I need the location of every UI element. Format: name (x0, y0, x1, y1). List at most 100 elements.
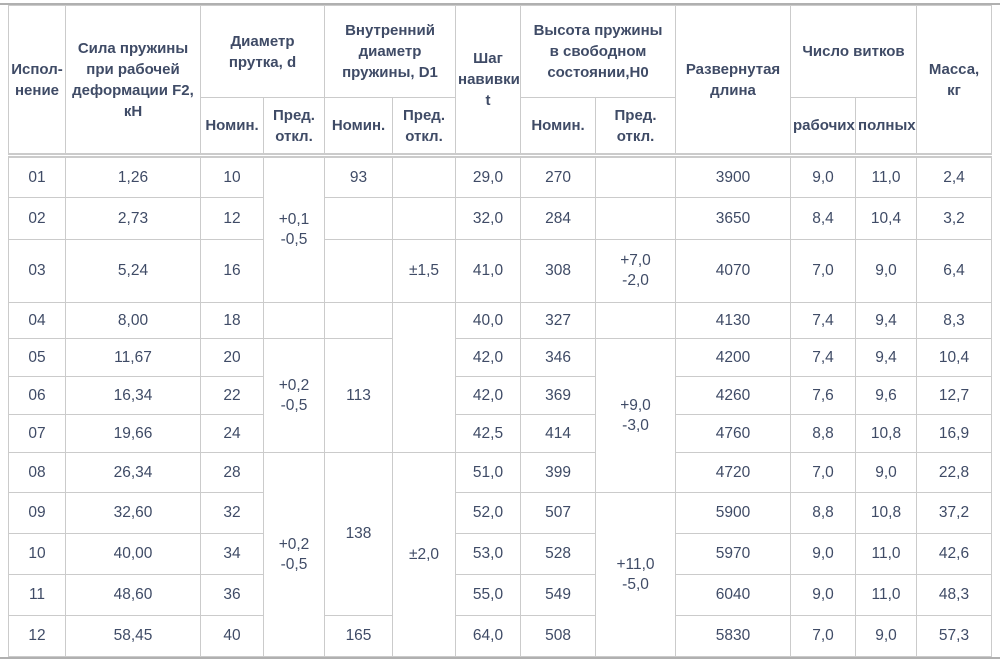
cell-unfolded-length: 5970 (675, 533, 792, 575)
cell-d1-nominal (324, 239, 393, 303)
cell-turns-full: 10,4 (855, 197, 918, 240)
cell-turns-working: 7,0 (790, 239, 857, 303)
cell-pitch: 52,0 (455, 492, 522, 534)
cell-turns-working: 7,4 (790, 338, 857, 377)
cell-mass: 10,4 (916, 338, 993, 377)
cell-mass: 57,3 (916, 615, 993, 657)
header-row-groups: Испол- нение Сила пружины при рабочей де… (8, 5, 993, 158)
cell-h0-nominal: 508 (520, 615, 597, 657)
cell-turns-full: 11,0 (855, 155, 918, 198)
cell-h0-deviation (595, 302, 677, 339)
cell-pitch: 53,0 (455, 533, 522, 575)
subheader-h0-deviation: Пред. откл. (595, 97, 677, 158)
cell-mass: 37,2 (916, 492, 993, 534)
cell-turns-full: 9,0 (855, 452, 918, 493)
col-header-inner-diameter: Внутренний диаметр пружины, D1 (323, 5, 457, 98)
cell-d1-deviation (391, 155, 457, 198)
cell-turns-full: 11,0 (855, 574, 918, 616)
col-header-rod-diameter: Диаметр прутка, d (200, 5, 325, 98)
cell-force-f2: 1,26 (65, 155, 201, 198)
cell-pitch: 32,0 (455, 197, 522, 240)
cell-h0-deviation: +11,0 -5,0 (595, 492, 677, 657)
table-row-12: 12 58,45 40 165 64,0 508 5830 7,0 9,0 57… (8, 615, 993, 657)
table-body: 01 1,26 10 +0,1 -0,5 93 29,0 270 3900 9,… (8, 155, 993, 657)
cell-pitch: 55,0 (455, 574, 522, 616)
cell-turns-working: 7,0 (790, 452, 857, 493)
cell-turns-working: 8,8 (790, 414, 857, 453)
cell-turns-working: 9,0 (790, 155, 857, 198)
cell-execution: 01 (8, 155, 66, 198)
cell-force-f2: 48,60 (65, 574, 201, 616)
cell-turns-full: 9,6 (855, 376, 918, 415)
cell-d-nominal: 28 (200, 452, 264, 493)
cell-mass: 3,2 (916, 197, 993, 240)
table-row-06: 06 16,34 22 42,0 369 4260 7,6 9,6 12,7 (8, 376, 993, 415)
cell-h0-nominal: 308 (520, 239, 597, 303)
cell-force-f2: 8,00 (65, 302, 201, 339)
cell-h0-nominal: 284 (520, 197, 597, 240)
table-row-11: 11 48,60 36 55,0 549 6040 9,0 11,0 48,3 (8, 574, 993, 616)
cell-d1-nominal: 93 (324, 155, 393, 198)
col-header-pitch: Шаг навивки, t (455, 5, 522, 158)
cell-h0-nominal: 528 (520, 533, 597, 575)
cell-h0-nominal: 507 (520, 492, 597, 534)
table-row-04: 04 8,00 18 40,0 327 4130 7,4 9,4 8,3 (8, 302, 993, 453)
cell-h0-nominal: 414 (520, 414, 597, 453)
cell-execution: 07 (8, 414, 66, 453)
cell-execution: 08 (8, 452, 66, 493)
table-row-10: 10 40,00 34 53,0 528 5970 9,0 11,0 42,6 (8, 533, 993, 575)
table-row-08: 08 26,34 28 +0,2 -0,5 138 ±2,0 51,0 399 … (8, 452, 993, 657)
cell-turns-full: 11,0 (855, 533, 918, 575)
cell-h0-nominal: 549 (520, 574, 597, 616)
cell-d1-deviation: ±2,0 (391, 452, 457, 657)
col-header-force-f2: Сила пружины при рабочей деформации F2, … (65, 5, 201, 158)
cell-d-nominal: 36 (200, 574, 264, 616)
cell-turns-working: 9,0 (790, 533, 857, 575)
cell-h0-deviation: +9,0 -3,0 (595, 338, 677, 493)
cell-force-f2: 32,60 (65, 492, 201, 534)
subheader-d1-nominal: Номин. (324, 97, 393, 158)
cell-d1-nominal: 138 (324, 452, 393, 616)
cell-d-nominal: 10 (200, 155, 264, 198)
spring-spec-table: Испол- нение Сила пружины при рабочей де… (8, 5, 993, 657)
cell-d-deviation: +0,1 -0,5 (263, 155, 325, 303)
cell-unfolded-length: 5830 (675, 615, 792, 657)
cell-d-nominal: 32 (200, 492, 264, 534)
table-row-05: 05 11,67 20 +0,2 -0,5 113 42,0 346 +9,0 … (8, 338, 993, 493)
header-row-subcolumns: Номин. Пред. откл. Номин. Пред. откл. Но… (9, 97, 992, 158)
cell-turns-working: 7,6 (790, 376, 857, 415)
cell-force-f2: 2,73 (65, 197, 201, 240)
col-header-turns-count: Число витков (790, 5, 918, 98)
cell-d1-nominal (324, 197, 393, 240)
cell-execution: 05 (8, 338, 66, 377)
cell-d-nominal: 18 (200, 302, 264, 339)
cell-turns-working: 7,0 (790, 615, 857, 657)
cell-execution: 03 (8, 239, 66, 303)
cell-mass: 22,8 (916, 452, 993, 493)
cell-mass: 16,9 (916, 414, 993, 453)
cell-h0-deviation (595, 197, 677, 240)
cell-d-deviation (263, 302, 325, 339)
cell-pitch: 40,0 (455, 302, 522, 339)
cell-mass: 2,4 (916, 155, 993, 198)
cell-unfolded-length: 4130 (675, 302, 792, 339)
cell-unfolded-length: 3650 (675, 197, 792, 240)
cell-execution: 12 (8, 615, 66, 657)
cell-h0-nominal: 399 (520, 452, 597, 493)
cell-turns-working: 7,4 (790, 302, 857, 339)
cell-d1-deviation (391, 302, 457, 453)
cell-force-f2: 11,67 (65, 338, 201, 377)
cell-turns-working: 8,8 (790, 492, 857, 534)
cell-d-nominal: 40 (200, 615, 264, 657)
cell-pitch: 42,0 (455, 376, 522, 415)
cell-d1-nominal: 165 (324, 615, 393, 657)
cell-mass: 6,4 (916, 239, 993, 303)
cell-force-f2: 26,34 (65, 452, 201, 493)
cell-force-f2: 16,34 (65, 376, 201, 415)
cell-d1-nominal: 113 (324, 338, 393, 453)
cell-d-nominal: 20 (200, 338, 264, 377)
cell-d1-deviation: ±1,5 (391, 239, 457, 303)
cell-unfolded-length: 5900 (675, 492, 792, 534)
subheader-d-nominal: Номин. (200, 97, 264, 158)
col-header-execution: Испол- нение (8, 5, 66, 158)
